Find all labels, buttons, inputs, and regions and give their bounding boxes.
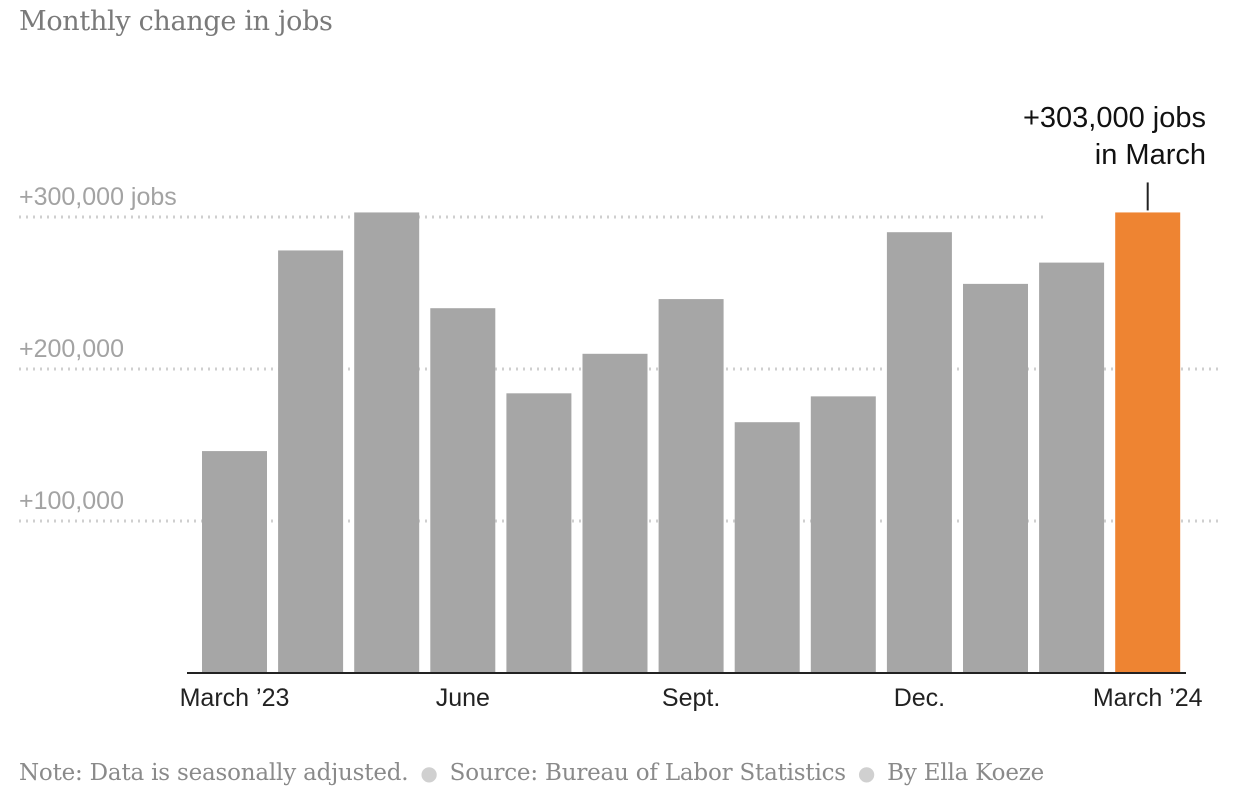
footer-byline: By Ella Koeze — [887, 760, 1045, 786]
bar — [354, 212, 420, 673]
chart-title: Monthly change in jobs — [19, 6, 333, 37]
x-tick-label: Sept. — [662, 684, 720, 712]
bar — [963, 283, 1028, 673]
x-tick-label: March ’23 — [180, 684, 290, 712]
y-tick-label: +100,000 — [19, 487, 124, 515]
y-tick-label: +300,000 jobs — [19, 183, 177, 211]
y-tick-labels: +100,000 +200,000 +300,000 jobs — [19, 183, 177, 515]
bar-chart: +100,000 +200,000 +300,000 jobs March ’23 J… — [19, 102, 1218, 712]
bar — [202, 451, 267, 673]
bar — [430, 308, 496, 673]
bar — [506, 393, 572, 673]
x-tick-labels: March ’23 June Sept. Dec. March ’24 — [180, 684, 1203, 712]
gridlines — [19, 215, 1218, 523]
bar — [278, 250, 344, 673]
bar — [886, 232, 952, 673]
x-tick-label: March ’24 — [1093, 684, 1203, 712]
bar — [1039, 262, 1105, 673]
separator-dot: ● — [857, 761, 876, 785]
footer-source: Source: Bureau of Labor Statistics — [449, 760, 846, 786]
bar — [1115, 212, 1181, 673]
annotation-label: in March — [1095, 139, 1206, 171]
annotation-label: +303,000 jobs — [1023, 102, 1206, 134]
footer-note: Note: Data is seasonally adjusted. — [19, 760, 409, 786]
y-tick-label: +200,000 — [19, 335, 124, 363]
x-tick-label: Dec. — [894, 684, 945, 712]
bar — [810, 396, 876, 673]
bar — [658, 299, 724, 673]
chart-footer: Note: Data is seasonally adjusted. ● Sourc… — [19, 760, 1044, 786]
separator-dot: ● — [420, 761, 438, 785]
bar — [582, 353, 648, 673]
bar — [734, 422, 800, 673]
annotation: +303,000 jobs in March — [1023, 102, 1206, 211]
x-tick-label: June — [436, 684, 490, 712]
bars — [202, 212, 1181, 673]
